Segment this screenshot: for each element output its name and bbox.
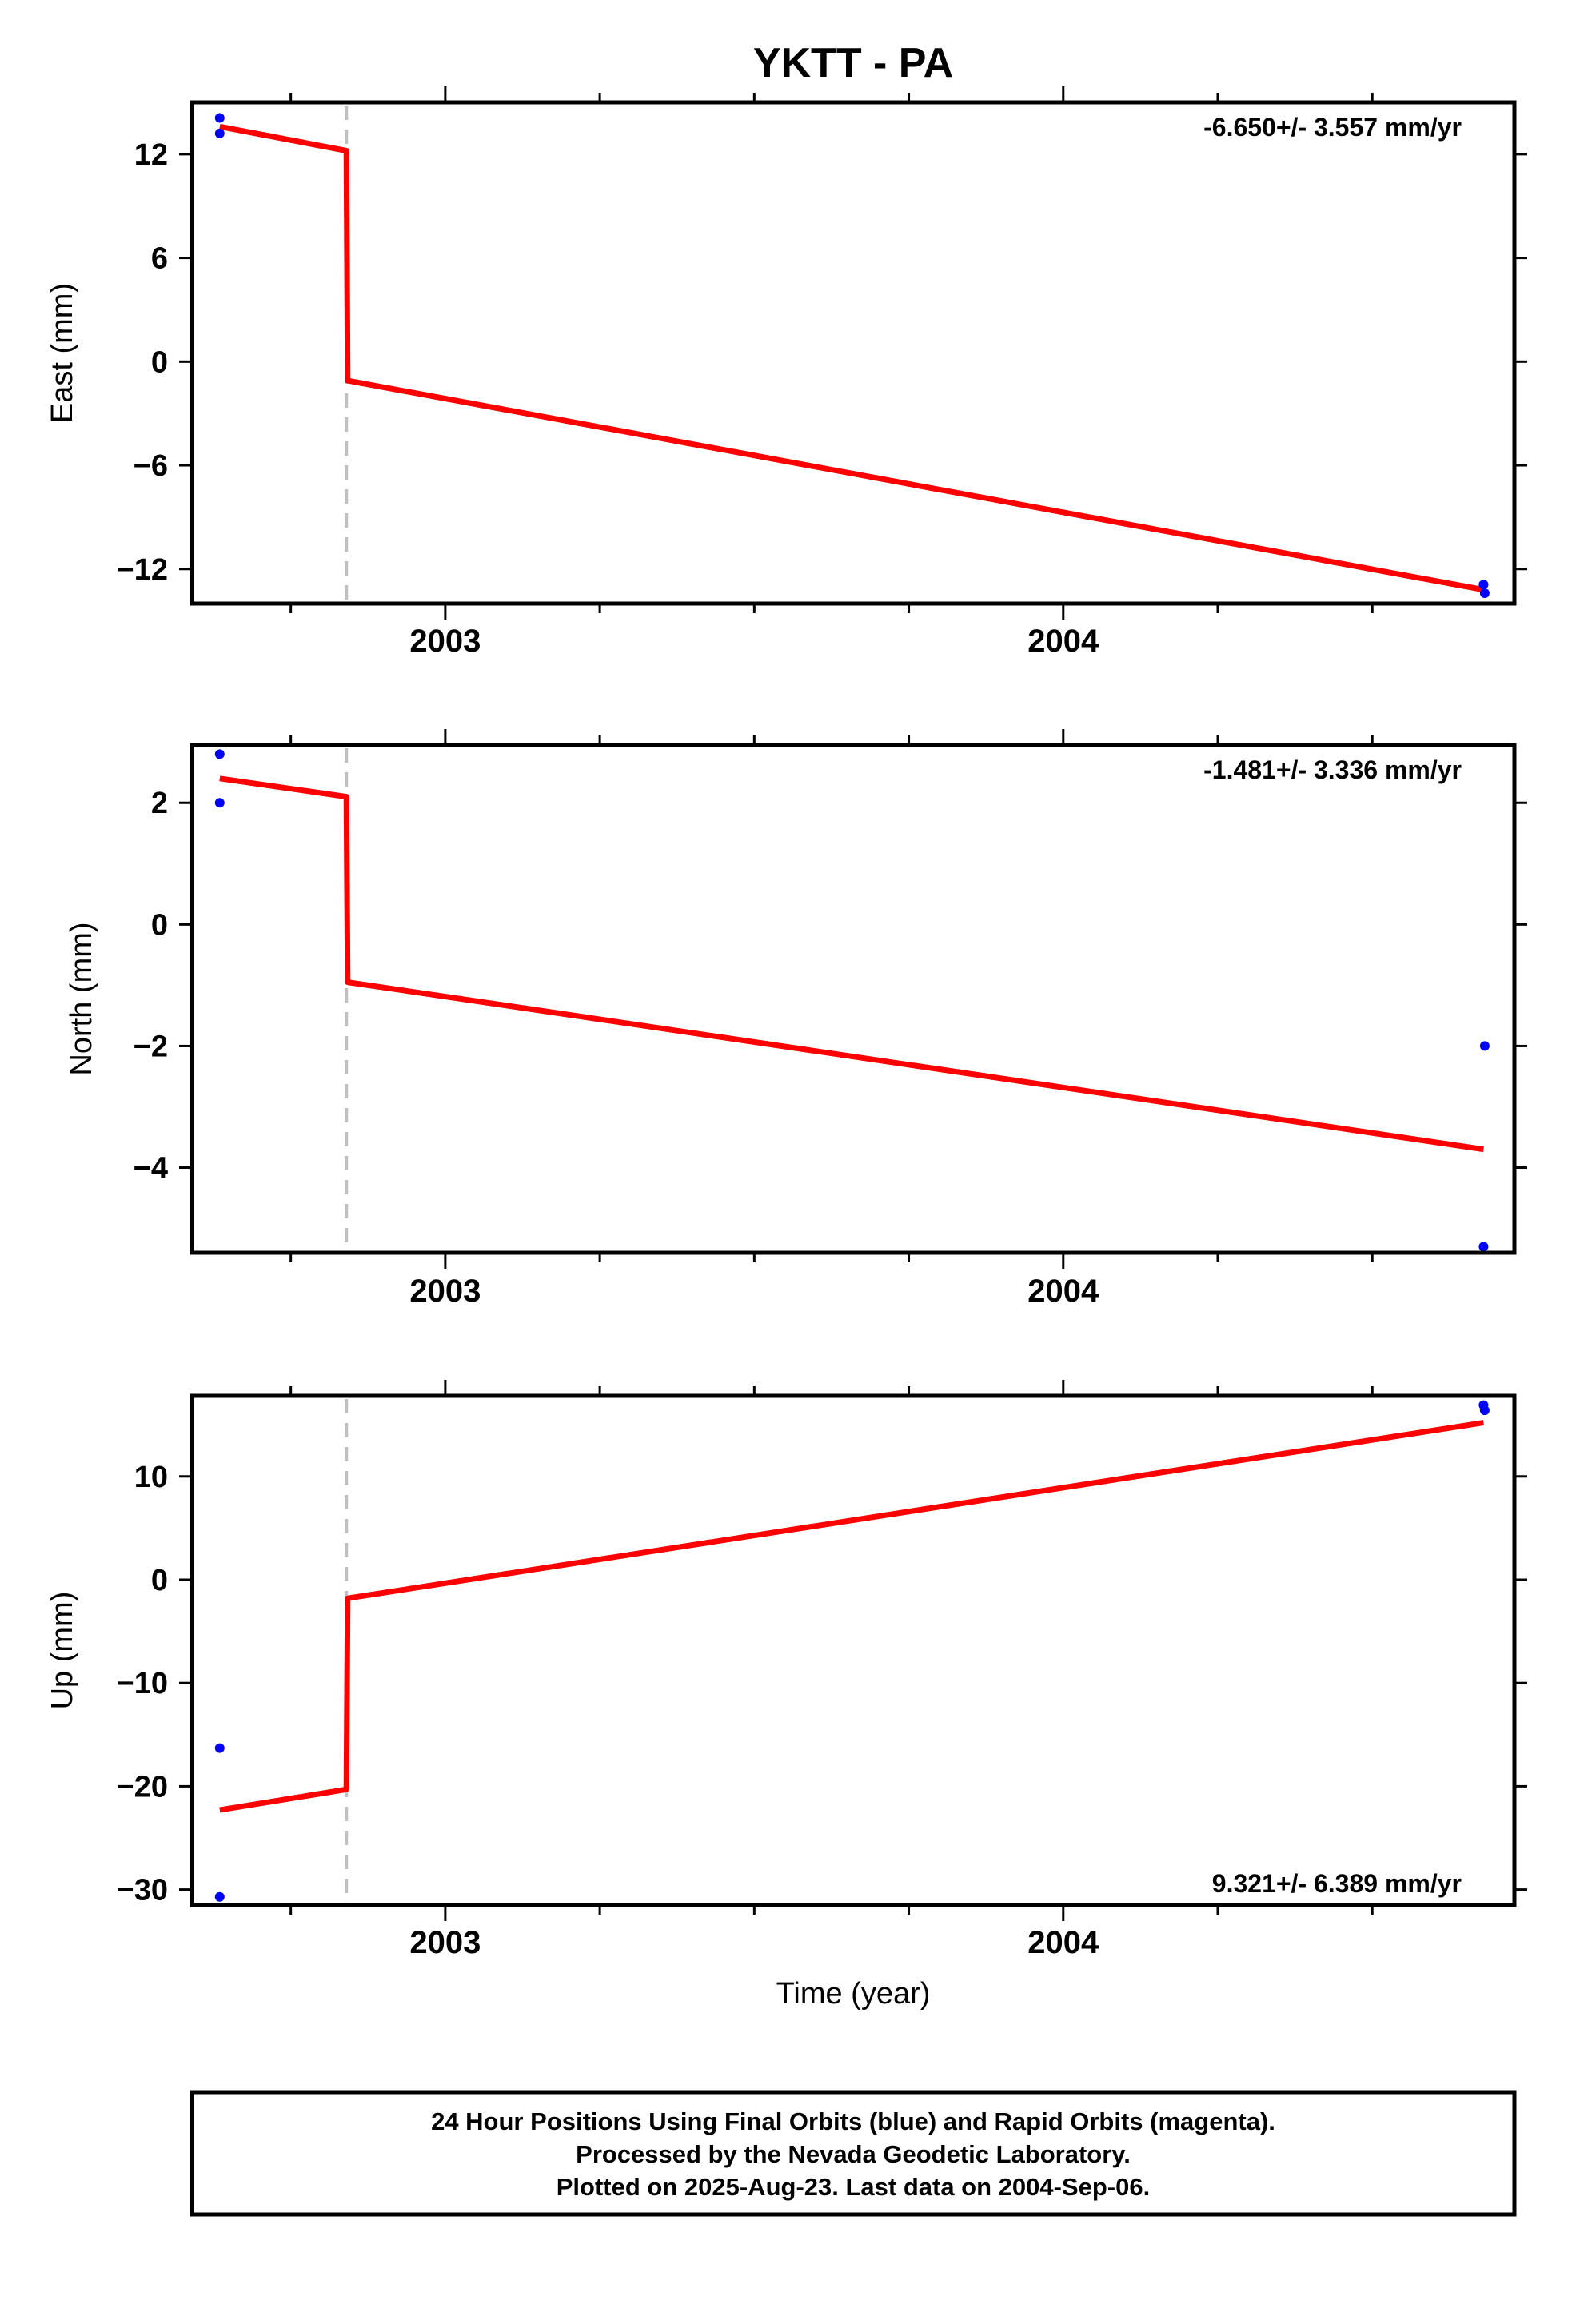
north-frame <box>190 743 1517 1255</box>
footer-frame <box>190 2090 1517 2217</box>
north-x-tick-label: 2003 <box>409 1274 481 1309</box>
up-y-tick-label: −20 <box>117 1770 168 1804</box>
footer-line-3: Plotted on 2025-Aug-23. Last data on 200… <box>557 2173 1150 2201</box>
up-panel: −30 −20 −10 0 10 2003 2004 Up (mm) 9.321+/- 6.38… <box>46 1380 1527 1960</box>
north-data-point-2 <box>214 798 225 808</box>
up-data-point-4 <box>1479 1405 1490 1416</box>
north-data-point-1 <box>214 749 225 759</box>
up-model-line <box>219 1420 1484 1813</box>
east-rate-label: -6.650+/- 3.557 mm/yr <box>1203 113 1462 142</box>
east-data-point-1 <box>214 113 225 123</box>
footer-line-1: 24 Hour Positions Using Final Orbits (bl… <box>431 2107 1275 2135</box>
east-x-tick-label: 2003 <box>409 624 481 659</box>
east-y-tick-label: 12 <box>134 138 168 172</box>
east-y-axis-label: East (mm) <box>46 283 79 423</box>
up-data-point-1 <box>214 1743 225 1753</box>
north-panel: −4 −2 0 2 2003 2004 North (mm) -1.481+/- 3.336 … <box>65 729 1527 1309</box>
up-y-tick-label: 0 <box>151 1564 168 1597</box>
east-model-line <box>219 123 1485 593</box>
north-x-tick-label: 2004 <box>1027 1274 1099 1309</box>
east-frame <box>190 100 1517 606</box>
up-y-tick-label: −10 <box>117 1667 168 1700</box>
north-y-tick-label: −2 <box>134 1030 168 1063</box>
east-y-tick-label: 6 <box>151 242 168 276</box>
east-panel: −12 −6 0 6 12 2003 2004 East (mm) -6.650+/- 3.55… <box>46 86 1527 659</box>
east-x-tick-label: 2004 <box>1027 624 1099 659</box>
up-y-axis-label: Up (mm) <box>46 1592 79 1710</box>
up-y-tick-label: 10 <box>134 1461 168 1494</box>
east-data-point-4 <box>1479 588 1490 598</box>
up-data-point-2 <box>214 1891 225 1902</box>
up-rate-label: 9.321+/- 6.389 mm/yr <box>1212 1869 1462 1898</box>
north-y-axis-label: North (mm) <box>65 922 98 1075</box>
up-frame <box>190 1393 1517 1907</box>
footer-box: 24 Hour Positions Using Final Orbits (bl… <box>190 2090 1517 2217</box>
x-axis-label: Time (year) <box>776 1977 931 2011</box>
east-data-point-3 <box>1478 580 1489 590</box>
up-x-tick-label: 2004 <box>1027 1925 1099 1960</box>
north-data-point-4 <box>1478 1242 1489 1252</box>
east-y-tick-label: −12 <box>117 553 168 587</box>
north-y-tick-label: 2 <box>151 787 168 820</box>
footer-line-2: Processed by the Nevada Geodetic Laborat… <box>576 2140 1131 2168</box>
up-x-tick-label: 2003 <box>409 1925 481 1960</box>
chart-title: YKTT - PA <box>753 40 953 86</box>
north-data-point-3 <box>1479 1041 1490 1051</box>
north-model-line <box>219 775 1484 1153</box>
east-y-tick-label: −6 <box>134 449 168 483</box>
north-rate-label: -1.481+/- 3.336 mm/yr <box>1203 755 1462 784</box>
east-y-tick-label: 0 <box>151 345 168 379</box>
north-y-tick-label: 0 <box>151 908 168 942</box>
up-y-tick-label: −30 <box>117 1874 168 1907</box>
east-data-point-2 <box>214 128 225 138</box>
north-y-tick-label: −4 <box>134 1152 168 1186</box>
